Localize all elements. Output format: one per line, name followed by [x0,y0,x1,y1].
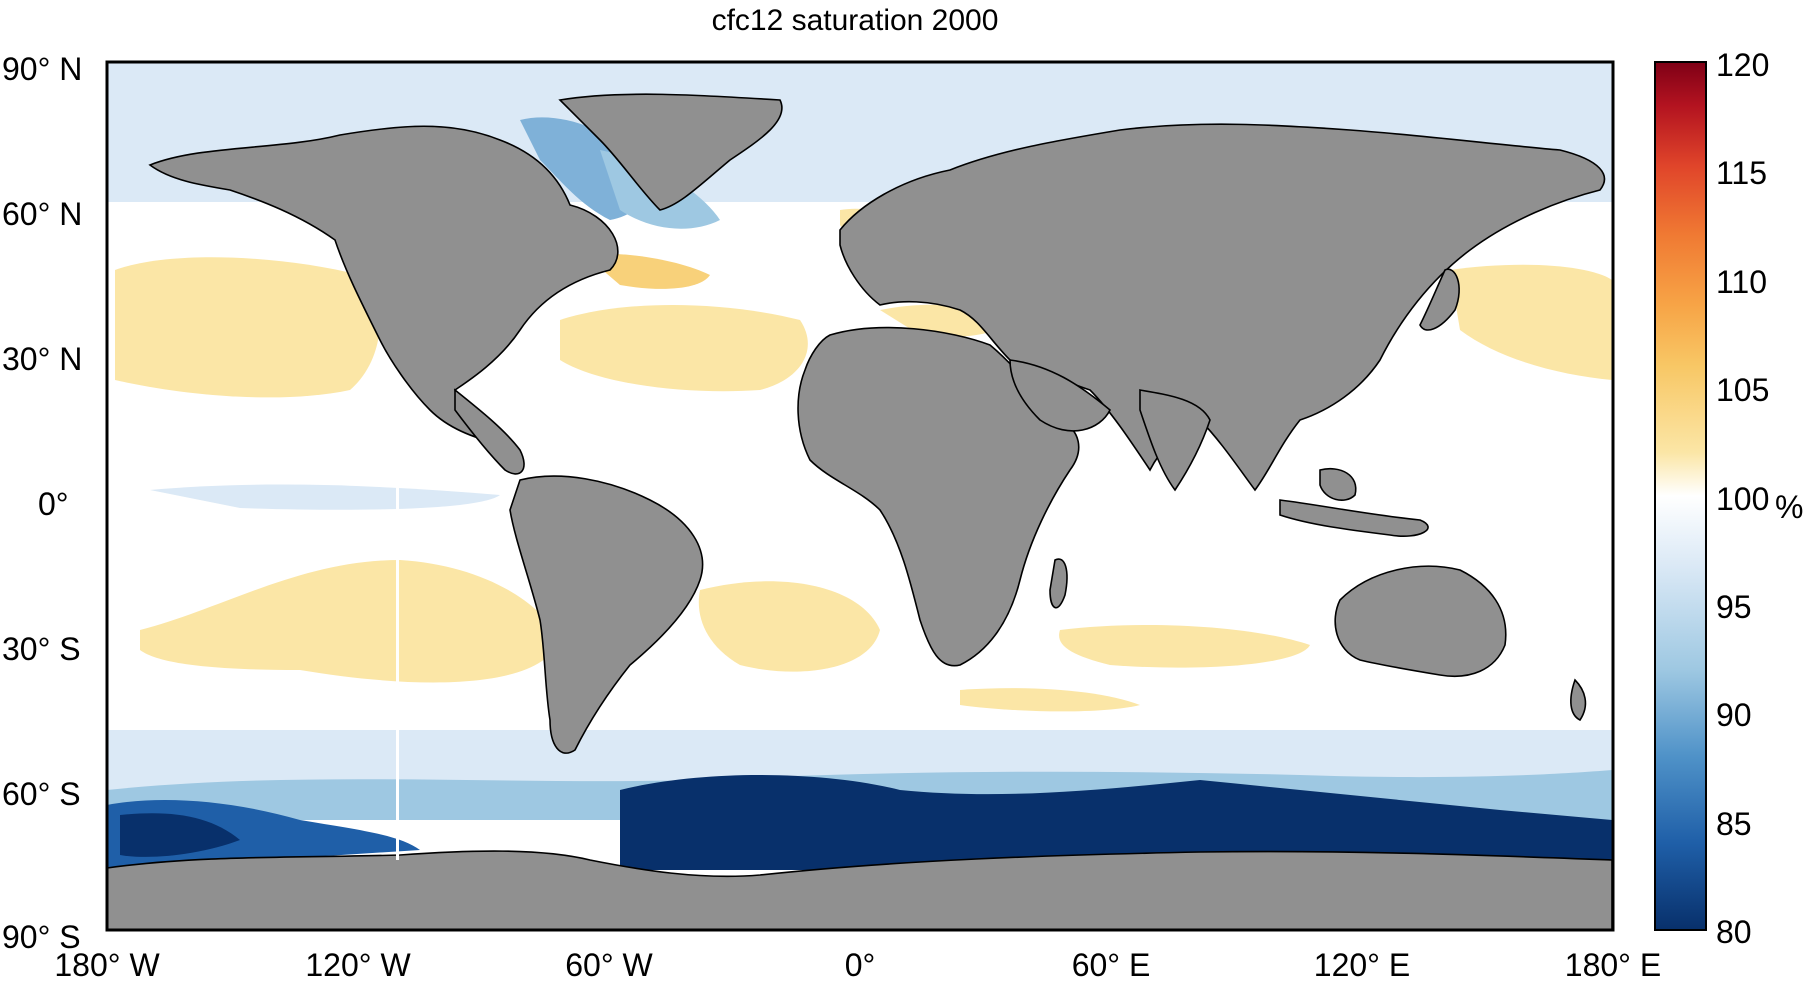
indonesia-land [1279,499,1429,537]
x-tick-120w: 120° W [305,947,411,983]
new-zealand-land [1570,678,1587,722]
weddell-ross-deep-undersaturation [620,775,1612,870]
greenland-land [558,93,783,211]
data-gap-stripe [396,480,399,860]
colorbar-tick-95: 95 [1716,589,1752,625]
north-america-land [148,125,619,447]
india-land [1139,389,1211,492]
south-atlantic-oversaturated [698,581,880,672]
y-axis: 90° N 60° N 30° N 0° 30° S 60° S 90° S [2,51,82,955]
colorbar-tick-85: 85 [1716,806,1752,842]
colorbar-tick-105: 105 [1716,372,1769,408]
south-america-land [509,475,704,754]
x-tick-60e: 60° E [1072,947,1151,983]
y-tick-60n: 60° N [2,196,82,232]
land [107,93,1613,930]
colorbar-tick-80: 80 [1716,914,1752,950]
central-america-land [454,388,525,475]
equatorial-pacific-band [150,484,500,510]
x-tick-180w: 180° W [54,947,160,983]
colorbar-tick-110: 110 [1716,264,1767,300]
ross-sea-core [120,813,240,857]
colorbar: 80 85 90 95 100 105 110 115 120 % [1654,47,1803,950]
y-tick-30s: 30° S [2,631,81,667]
colorbar-tick-90: 90 [1716,697,1752,733]
madagascar-land [1049,558,1068,609]
y-tick-90s: 90° S [2,919,81,955]
y-tick-60s: 60° S [2,776,81,812]
north-atlantic-oversaturated [560,305,808,392]
y-tick-30n: 30° N [2,341,82,377]
x-axis: 180° W 120° W 60° W 0° 60° E 120° E 180°… [54,947,1661,983]
japan-land [1419,268,1460,331]
map-title: cfc12 saturation 2000 [712,4,999,37]
borneo-land [1319,468,1357,501]
southern-ocean-indian-oversaturated [960,688,1140,712]
north-pacific-oversaturated [115,257,380,398]
colorbar-tick-100: 100 [1716,481,1769,517]
colorbar-tick-115: 115 [1716,155,1767,191]
map-frame [105,60,1615,932]
x-tick-0: 0° [845,947,876,983]
y-tick-90n: 90° N [2,51,82,87]
arabia-land [1009,359,1111,432]
y-tick-0: 0° [38,486,69,522]
map-panel [107,62,1613,930]
south-indian-oversaturated [1059,625,1310,668]
south-pacific-oversaturated [140,560,560,683]
colorbar-tick-120: 120 [1716,47,1769,83]
colorbar-unit: % [1775,489,1803,525]
antarctica-land [107,850,1613,930]
australia-land [1334,565,1507,677]
x-tick-60w: 60° W [565,947,653,983]
x-tick-120e: 120° E [1314,947,1410,983]
north-pacific-east-oversaturated [1450,264,1612,380]
x-tick-180e: 180° E [1565,947,1661,983]
colorbar-scale [1654,61,1707,931]
